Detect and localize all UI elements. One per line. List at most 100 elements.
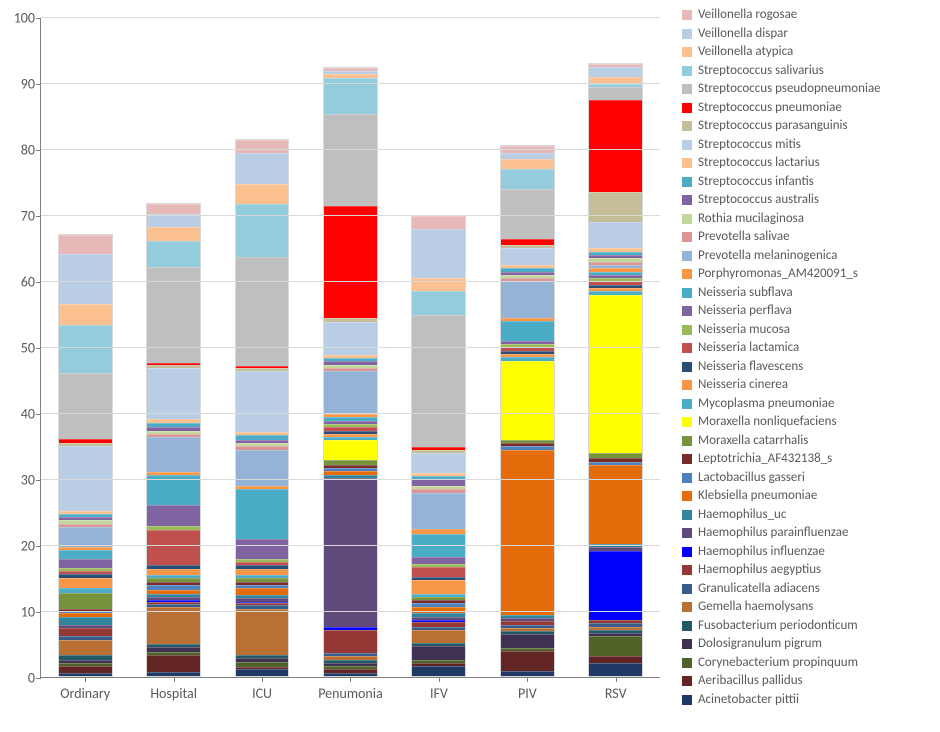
bar-segment [147, 214, 200, 227]
bar-segment [589, 87, 642, 100]
legend-item: Veillonella dispar [682, 25, 934, 44]
gridline [41, 83, 660, 84]
legend-swatch [682, 29, 692, 39]
bar-segment [501, 248, 554, 265]
bar-segment [412, 453, 465, 473]
bar-segment [59, 373, 112, 439]
bar-segment [412, 216, 465, 229]
legend-label: Rothia mucilaginosa [698, 210, 804, 229]
legend-item: Mycoplasma pneumoniae [682, 395, 934, 414]
legend-swatch [682, 454, 692, 464]
legend-swatch [682, 473, 692, 483]
legend-swatch [682, 658, 692, 668]
bar-segment [147, 204, 200, 214]
bar [411, 215, 466, 677]
legend-swatch [682, 121, 692, 131]
legend-swatch [682, 325, 692, 335]
legend-item: Klebsiella pneumoniae [682, 487, 934, 506]
bar-segment [147, 672, 200, 676]
gridline [41, 215, 660, 216]
legend-item: Prevotella melaninogenica [682, 247, 934, 266]
bar-segment [501, 159, 554, 169]
legend-label: Neisseria perflava [698, 302, 792, 321]
bar-segment [501, 153, 554, 160]
legend-label: Acinetobacter pittii [698, 691, 799, 710]
legend-label: Streptococcus parasanguinis [698, 117, 848, 136]
legend-item: Haemophilus influenzae [682, 543, 934, 562]
legend-swatch [682, 399, 692, 409]
x-tick-label: ICU [218, 677, 306, 702]
legend-label: Streptococcus pseudopneumoniae [698, 80, 881, 99]
legend-swatch [682, 584, 692, 594]
bar-segment [59, 304, 112, 325]
legend-label: Klebsiella pneumoniae [698, 487, 817, 506]
bar-segment [59, 628, 112, 636]
y-tick [36, 414, 41, 415]
bar-segment [501, 361, 554, 440]
bar-segment [412, 646, 465, 659]
bar-segment [236, 588, 289, 595]
legend-swatch [682, 547, 692, 557]
bar-segment [501, 321, 554, 341]
legend-label: Neisseria flavescens [698, 358, 803, 377]
bar-segment [501, 281, 554, 317]
bar-segment [236, 371, 289, 432]
legend-item: Streptococcus pseudopneumoniae [682, 80, 934, 99]
bar-segment [236, 204, 289, 257]
legend-item: Streptococcus pneumoniae [682, 99, 934, 118]
y-tick [36, 150, 41, 151]
bar-segment [589, 192, 642, 222]
legend-swatch [682, 436, 692, 446]
y-tick [36, 84, 41, 85]
y-tick [36, 546, 41, 547]
bar [588, 63, 643, 677]
bar [500, 145, 555, 677]
legend-label: Prevotella salivae [698, 228, 790, 247]
legend-item: Streptococcus infantis [682, 173, 934, 192]
bar-segment [589, 656, 642, 663]
bar-segment [147, 530, 200, 565]
bar-segment [589, 67, 642, 77]
legend-label: Veillonella dispar [698, 25, 788, 44]
legend-item: Streptococcus salivarius [682, 62, 934, 81]
bar-segment [324, 440, 377, 460]
legend-swatch [682, 269, 692, 279]
legend-swatch [682, 639, 692, 649]
legend-label: Veillonella rogosae [698, 6, 797, 25]
legend-swatch [682, 103, 692, 113]
legend-swatch [682, 10, 692, 20]
legend-label: Streptococcus lactarius [698, 154, 820, 173]
legend-label: Streptococcus salivarius [698, 62, 824, 81]
legend-label: Aeribacillus pallidus [698, 672, 803, 691]
legend-swatch [682, 232, 692, 242]
bar-segment [236, 569, 289, 576]
bar-segment [501, 169, 554, 189]
bar-segment [59, 673, 112, 676]
legend-item: Haemophilus_uc [682, 506, 934, 525]
legend-item: Neisseria perflava [682, 302, 934, 321]
bar-segment [147, 655, 200, 672]
legend-swatch [682, 528, 692, 538]
bar-segment [59, 666, 112, 673]
bar [146, 203, 201, 677]
legend-item: Streptococcus australis [682, 191, 934, 210]
bar-segment [59, 325, 112, 373]
legend-label: Neisseria cinerea [698, 376, 788, 395]
bar-segment [59, 254, 112, 304]
bar-segment [412, 291, 465, 314]
bar-segment [501, 671, 554, 676]
y-tick [36, 612, 41, 613]
legend-label: Haemophilus_uc [698, 506, 786, 525]
bar-segment [236, 609, 289, 655]
bar-segment [236, 257, 289, 366]
legend-item: Neisseria cinerea [682, 376, 934, 395]
legend-item: Neisseria flavescens [682, 358, 934, 377]
bar-segment [59, 578, 112, 588]
legend-item: Rothia mucilaginosa [682, 210, 934, 229]
legend-swatch [682, 565, 692, 575]
legend-label: Dolosigranulum pigrum [698, 635, 822, 654]
bar-segment [501, 189, 554, 239]
legend-label: Streptococcus infantis [698, 173, 814, 192]
legend-label: Haemophilus aegyptius [698, 561, 821, 580]
legend-label: Gemella haemolysans [698, 598, 813, 617]
